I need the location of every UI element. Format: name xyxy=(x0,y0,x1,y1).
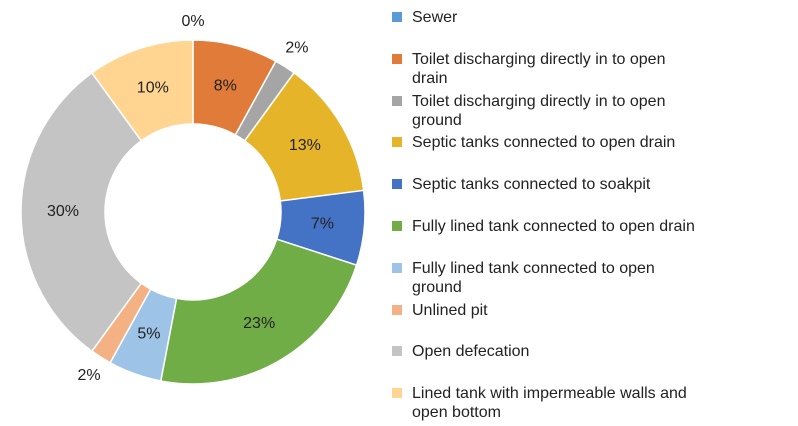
donut-plot: 0% 8% 2% 13% 7% 23% 5% 2% 30% 10% xyxy=(20,13,366,385)
legend-label: Septic tanks connected to open drain xyxy=(412,134,676,152)
legend-item: Toilet discharging directly in to open g… xyxy=(392,92,702,130)
legend-label: Fully lined tank connected to open drain xyxy=(412,218,695,235)
legend-swatch xyxy=(392,137,402,148)
data-label: 5% xyxy=(137,326,160,343)
legend-swatch xyxy=(392,262,402,273)
legend-item: Lined tank with impermeable walls and op… xyxy=(392,384,702,422)
legend-label: Toilet discharging directly in to open d… xyxy=(412,50,666,87)
data-label: 8% xyxy=(214,77,237,94)
legend-label: Sewer xyxy=(412,9,458,26)
legend-swatch xyxy=(392,179,402,190)
legend-item: Septic tanks connected to soakpit xyxy=(392,175,702,194)
donut-slice xyxy=(20,71,143,353)
legend-swatch xyxy=(392,95,402,106)
legend-item: Sewer xyxy=(392,8,702,27)
legend-swatch xyxy=(392,304,402,315)
legend-item: Fully lined tank connected to open drain xyxy=(392,217,702,236)
donut-slice xyxy=(90,39,194,142)
legend-item: Unlined pit xyxy=(392,301,702,320)
donut-slice xyxy=(159,238,358,385)
data-label: 23% xyxy=(243,315,275,332)
data-label: 2% xyxy=(77,367,100,384)
legend-swatch xyxy=(392,12,402,22)
legend-item: Open defecation xyxy=(392,342,702,361)
data-label: 13% xyxy=(289,137,321,154)
legend-label: Toilet discharging directly in to open g… xyxy=(412,92,666,129)
legend-swatch xyxy=(392,221,402,231)
data-label: 2% xyxy=(285,39,308,56)
legend-label: Open defecation xyxy=(412,343,530,361)
legend-label: Lined tank with impermeable walls and op… xyxy=(412,385,687,422)
legend-item: Fully lined tank connected to open groun… xyxy=(392,259,702,297)
legend-swatch xyxy=(392,346,402,357)
legend-label: Fully lined tank connected to open groun… xyxy=(412,259,655,296)
legend-item: Septic tanks connected to open drain xyxy=(392,133,702,152)
data-label: 30% xyxy=(47,203,79,220)
legend-item: Toilet discharging directly in to open d… xyxy=(392,50,702,88)
legend-swatch xyxy=(392,388,402,399)
data-label: 0% xyxy=(181,13,204,30)
legend-label: Unlined pit xyxy=(412,301,488,319)
legend-label: Septic tanks connected to soakpit xyxy=(412,176,651,194)
data-label: 7% xyxy=(311,215,334,232)
data-label: 10% xyxy=(137,80,169,97)
legend-swatch xyxy=(392,53,402,64)
